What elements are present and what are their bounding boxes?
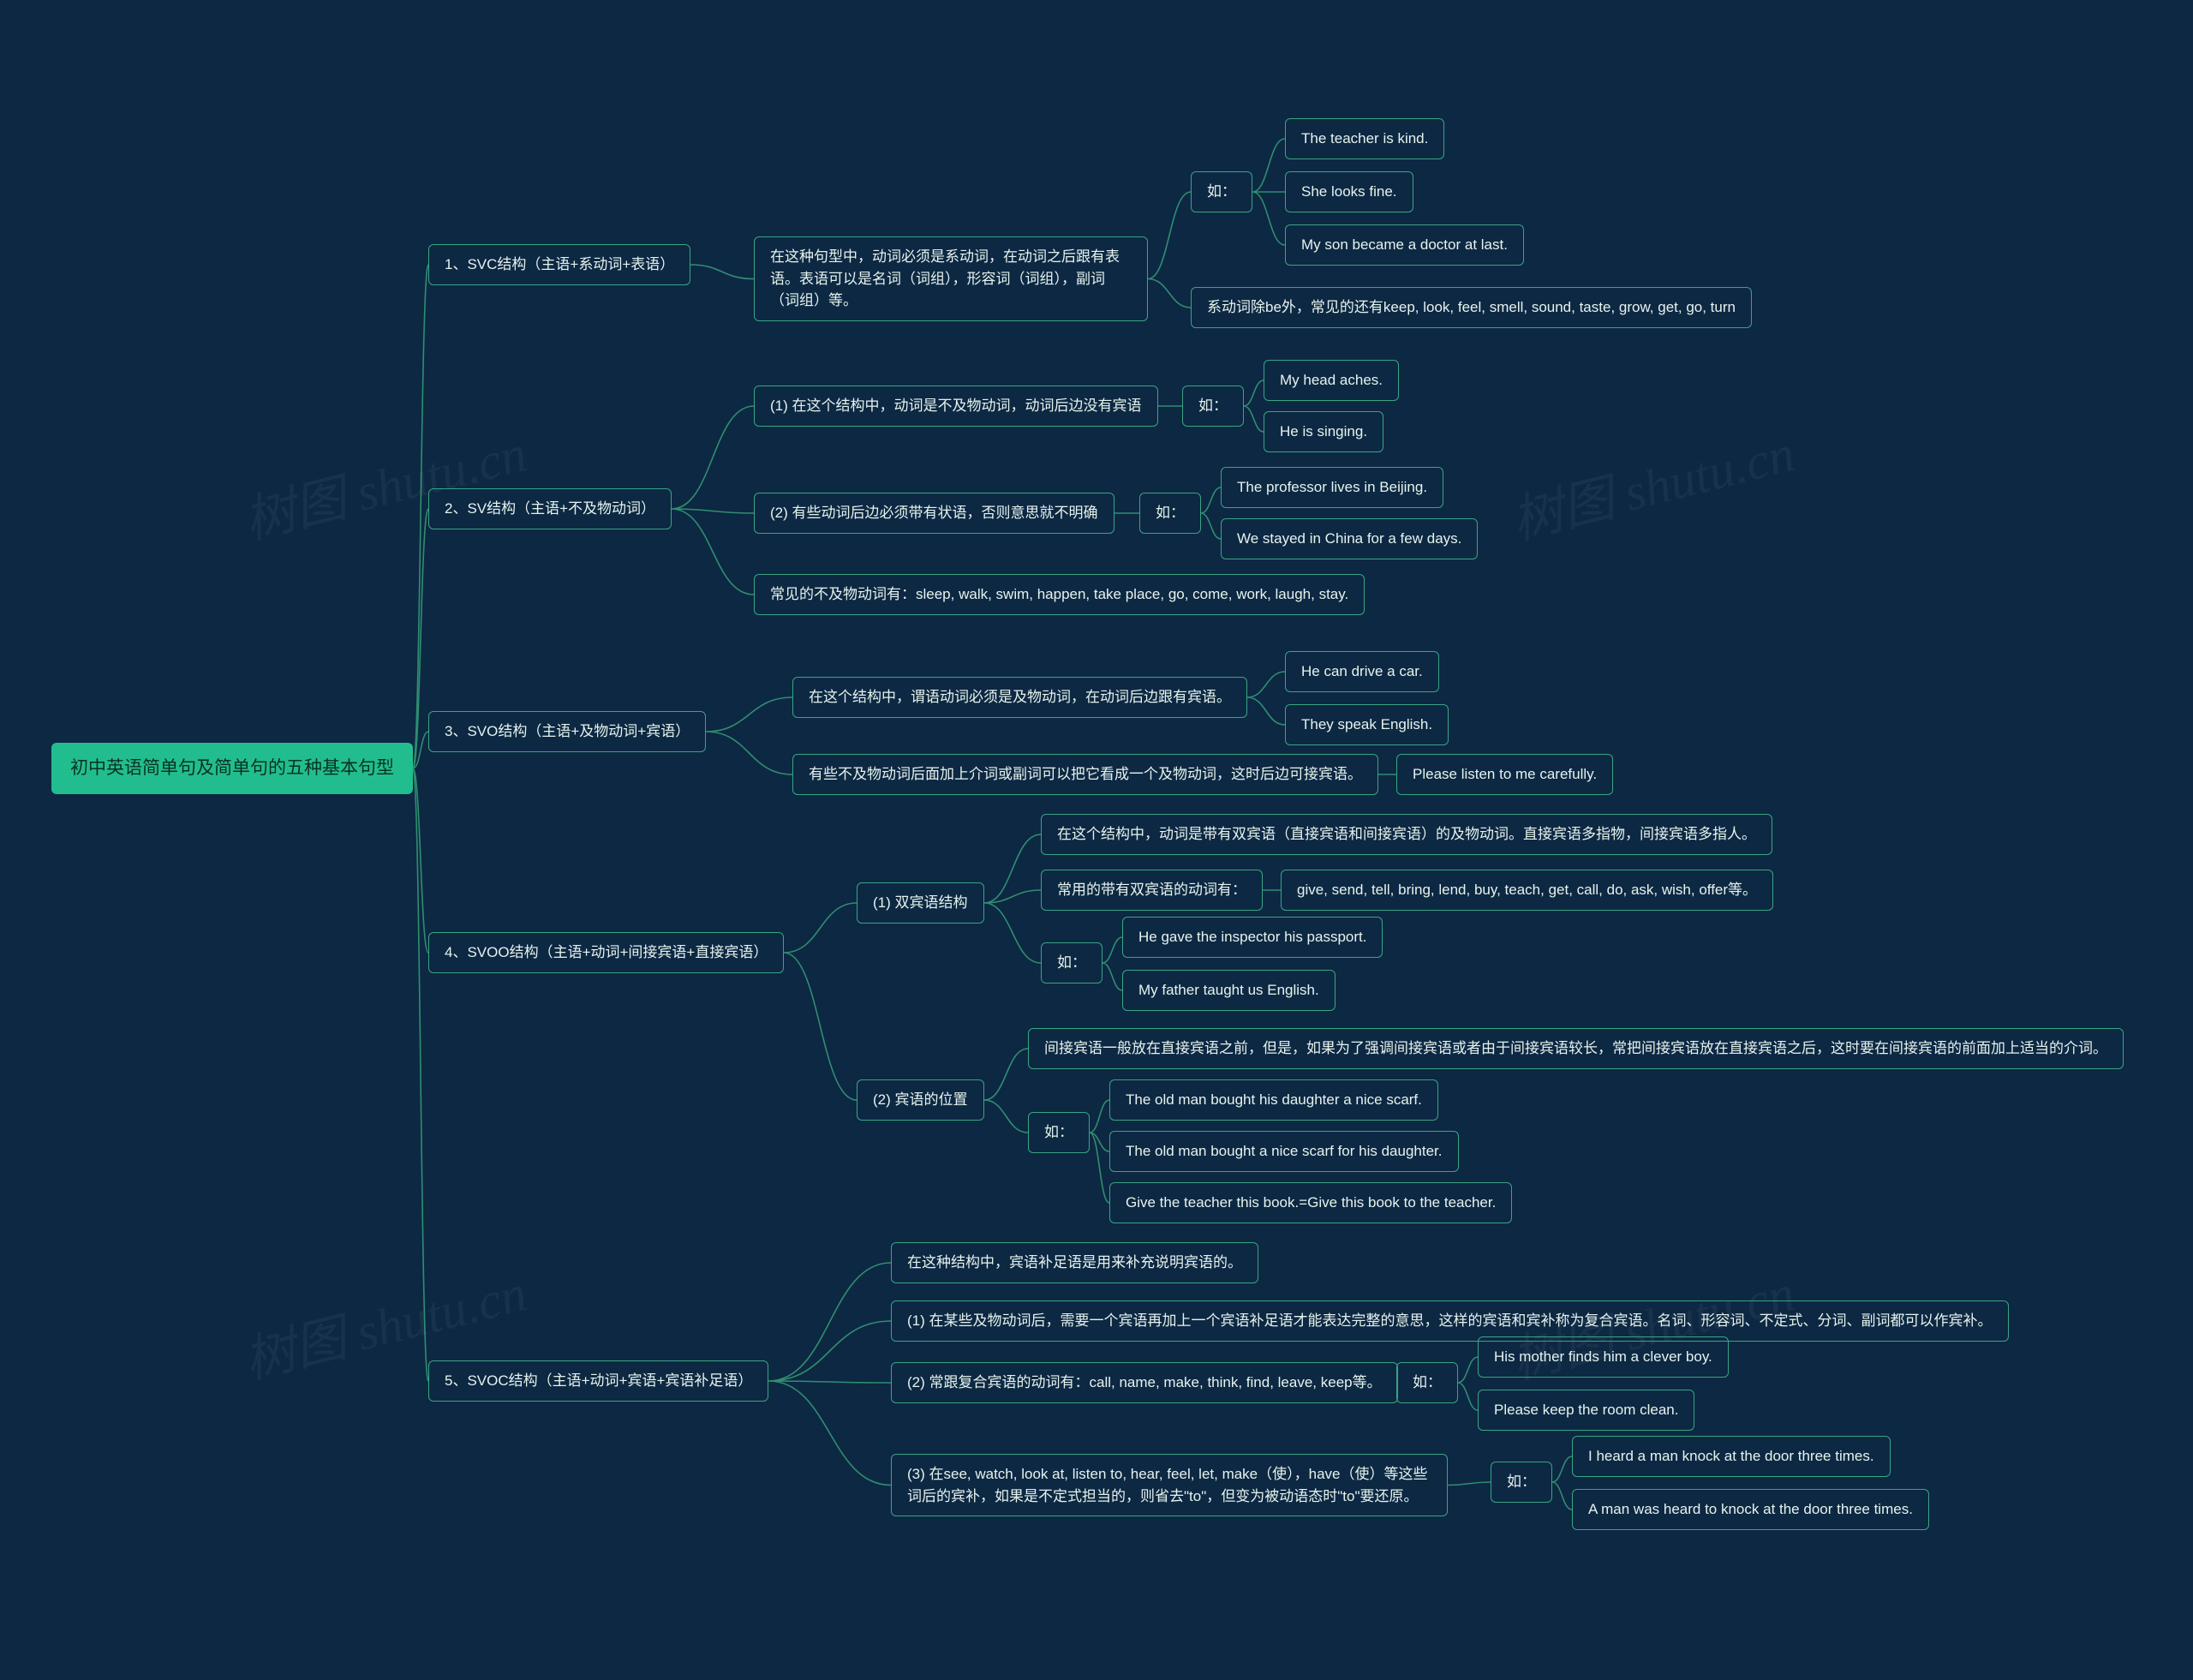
- node-b5de1: I heard a man knock at the door three ti…: [1572, 1436, 1891, 1477]
- node-b1eg: 如：: [1191, 171, 1252, 212]
- node-b2be1: The professor lives in Beijing.: [1221, 467, 1443, 508]
- node-b2aeg: 如：: [1182, 386, 1244, 427]
- node-b4ae1: He gave the inspector his passport.: [1122, 917, 1383, 958]
- node-b4beg: 如：: [1028, 1112, 1090, 1153]
- node-b4b: (2) 宾语的位置: [857, 1079, 984, 1121]
- node-b4b1: 间接宾语一般放在直接宾语之前，但是，如果为了强调间接宾语或者由于间接宾语较长，常…: [1028, 1028, 2124, 1069]
- node-b2b: (2) 有些动词后边必须带有状语，否则意思就不明确: [754, 493, 1114, 534]
- node-root: 初中英语简单句及简单句的五种基本句型: [51, 743, 413, 794]
- node-b4ae2: My father taught us English.: [1122, 970, 1336, 1011]
- node-b3a: 在这个结构中，谓语动词必须是及物动词，在动词后边跟有宾语。: [792, 677, 1247, 718]
- node-b2c: 常见的不及物动词有：sleep, walk, swim, happen, tak…: [754, 574, 1365, 615]
- node-b5b: (1) 在某些及物动词后，需要一个宾语再加上一个宾语补足语才能表达完整的意思，这…: [891, 1300, 2009, 1342]
- node-b1e1: The teacher is kind.: [1285, 118, 1444, 159]
- node-b3ae2: They speak English.: [1285, 704, 1449, 745]
- node-b2: 2、SV结构（主语+不及物动词）: [428, 488, 672, 529]
- node-b4be1: The old man bought his daughter a nice s…: [1109, 1079, 1438, 1121]
- node-b1e2: She looks fine.: [1285, 171, 1413, 212]
- node-b5de2: A man was heard to knock at the door thr…: [1572, 1489, 1929, 1530]
- node-b4a: (1) 双宾语结构: [857, 882, 984, 924]
- node-b2be2: We stayed in China for a few days.: [1221, 518, 1478, 559]
- node-b4: 4、SVOO结构（主语+动词+间接宾语+直接宾语）: [428, 932, 784, 973]
- node-b1e3: My son became a doctor at last.: [1285, 224, 1524, 266]
- node-b4be2: The old man bought a nice scarf for his …: [1109, 1131, 1459, 1172]
- node-b2ae2: He is singing.: [1264, 411, 1383, 452]
- node-b4aeg: 如：: [1041, 942, 1102, 983]
- node-b2a: (1) 在这个结构中，动词是不及物动词，动词后边没有宾语: [754, 386, 1158, 427]
- node-b2ae1: My head aches.: [1264, 360, 1399, 401]
- node-b1d: 在这种句型中，动词必须是系动词，在动词之后跟有表语。表语可以是名词（词组），形容…: [754, 236, 1148, 321]
- node-b5deg: 如：: [1491, 1462, 1552, 1503]
- node-b5ce1: His mother finds him a clever boy.: [1478, 1336, 1729, 1378]
- node-b5a: 在这种结构中，宾语补足语是用来补充说明宾语的。: [891, 1242, 1258, 1283]
- mindmap-canvas: 树图 shutu.cn树图 shutu.cn树图 shutu.cn树图 shut…: [0, 0, 2193, 1680]
- node-b1: 1、SVC结构（主语+系动词+表语）: [428, 244, 690, 285]
- node-b4a2: 常用的带有双宾语的动词有：: [1041, 870, 1263, 911]
- node-b5c: (2) 常跟复合宾语的动词有：call, name, make, think, …: [891, 1362, 1398, 1403]
- watermark: 树图 shutu.cn: [1503, 412, 1801, 554]
- node-b5: 5、SVOC结构（主语+动词+宾语+宾语补足语）: [428, 1360, 768, 1402]
- node-b4be3: Give the teacher this book.=Give this bo…: [1109, 1182, 1512, 1223]
- node-b3ae1: He can drive a car.: [1285, 651, 1439, 692]
- node-b3be1: Please listen to me carefully.: [1396, 754, 1613, 795]
- node-b1n: 系动词除be外，常见的还有keep, look, feel, smell, so…: [1191, 287, 1752, 328]
- node-b5ce2: Please keep the room clean.: [1478, 1390, 1694, 1431]
- node-b2beg: 如：: [1139, 493, 1201, 534]
- node-b4a2v: give, send, tell, bring, lend, buy, teac…: [1281, 870, 1773, 911]
- node-b5ceg: 如：: [1396, 1362, 1458, 1403]
- node-b4a1: 在这个结构中，动词是带有双宾语（直接宾语和间接宾语）的及物动词。直接宾语多指物，…: [1041, 814, 1772, 855]
- node-b3b: 有些不及物动词后面加上介词或副词可以把它看成一个及物动词，这时后边可接宾语。: [792, 754, 1378, 795]
- watermark: 树图 shutu.cn: [235, 412, 533, 554]
- node-b3: 3、SVO结构（主语+及物动词+宾语）: [428, 711, 706, 752]
- node-b5d: (3) 在see, watch, look at, listen to, hea…: [891, 1454, 1448, 1516]
